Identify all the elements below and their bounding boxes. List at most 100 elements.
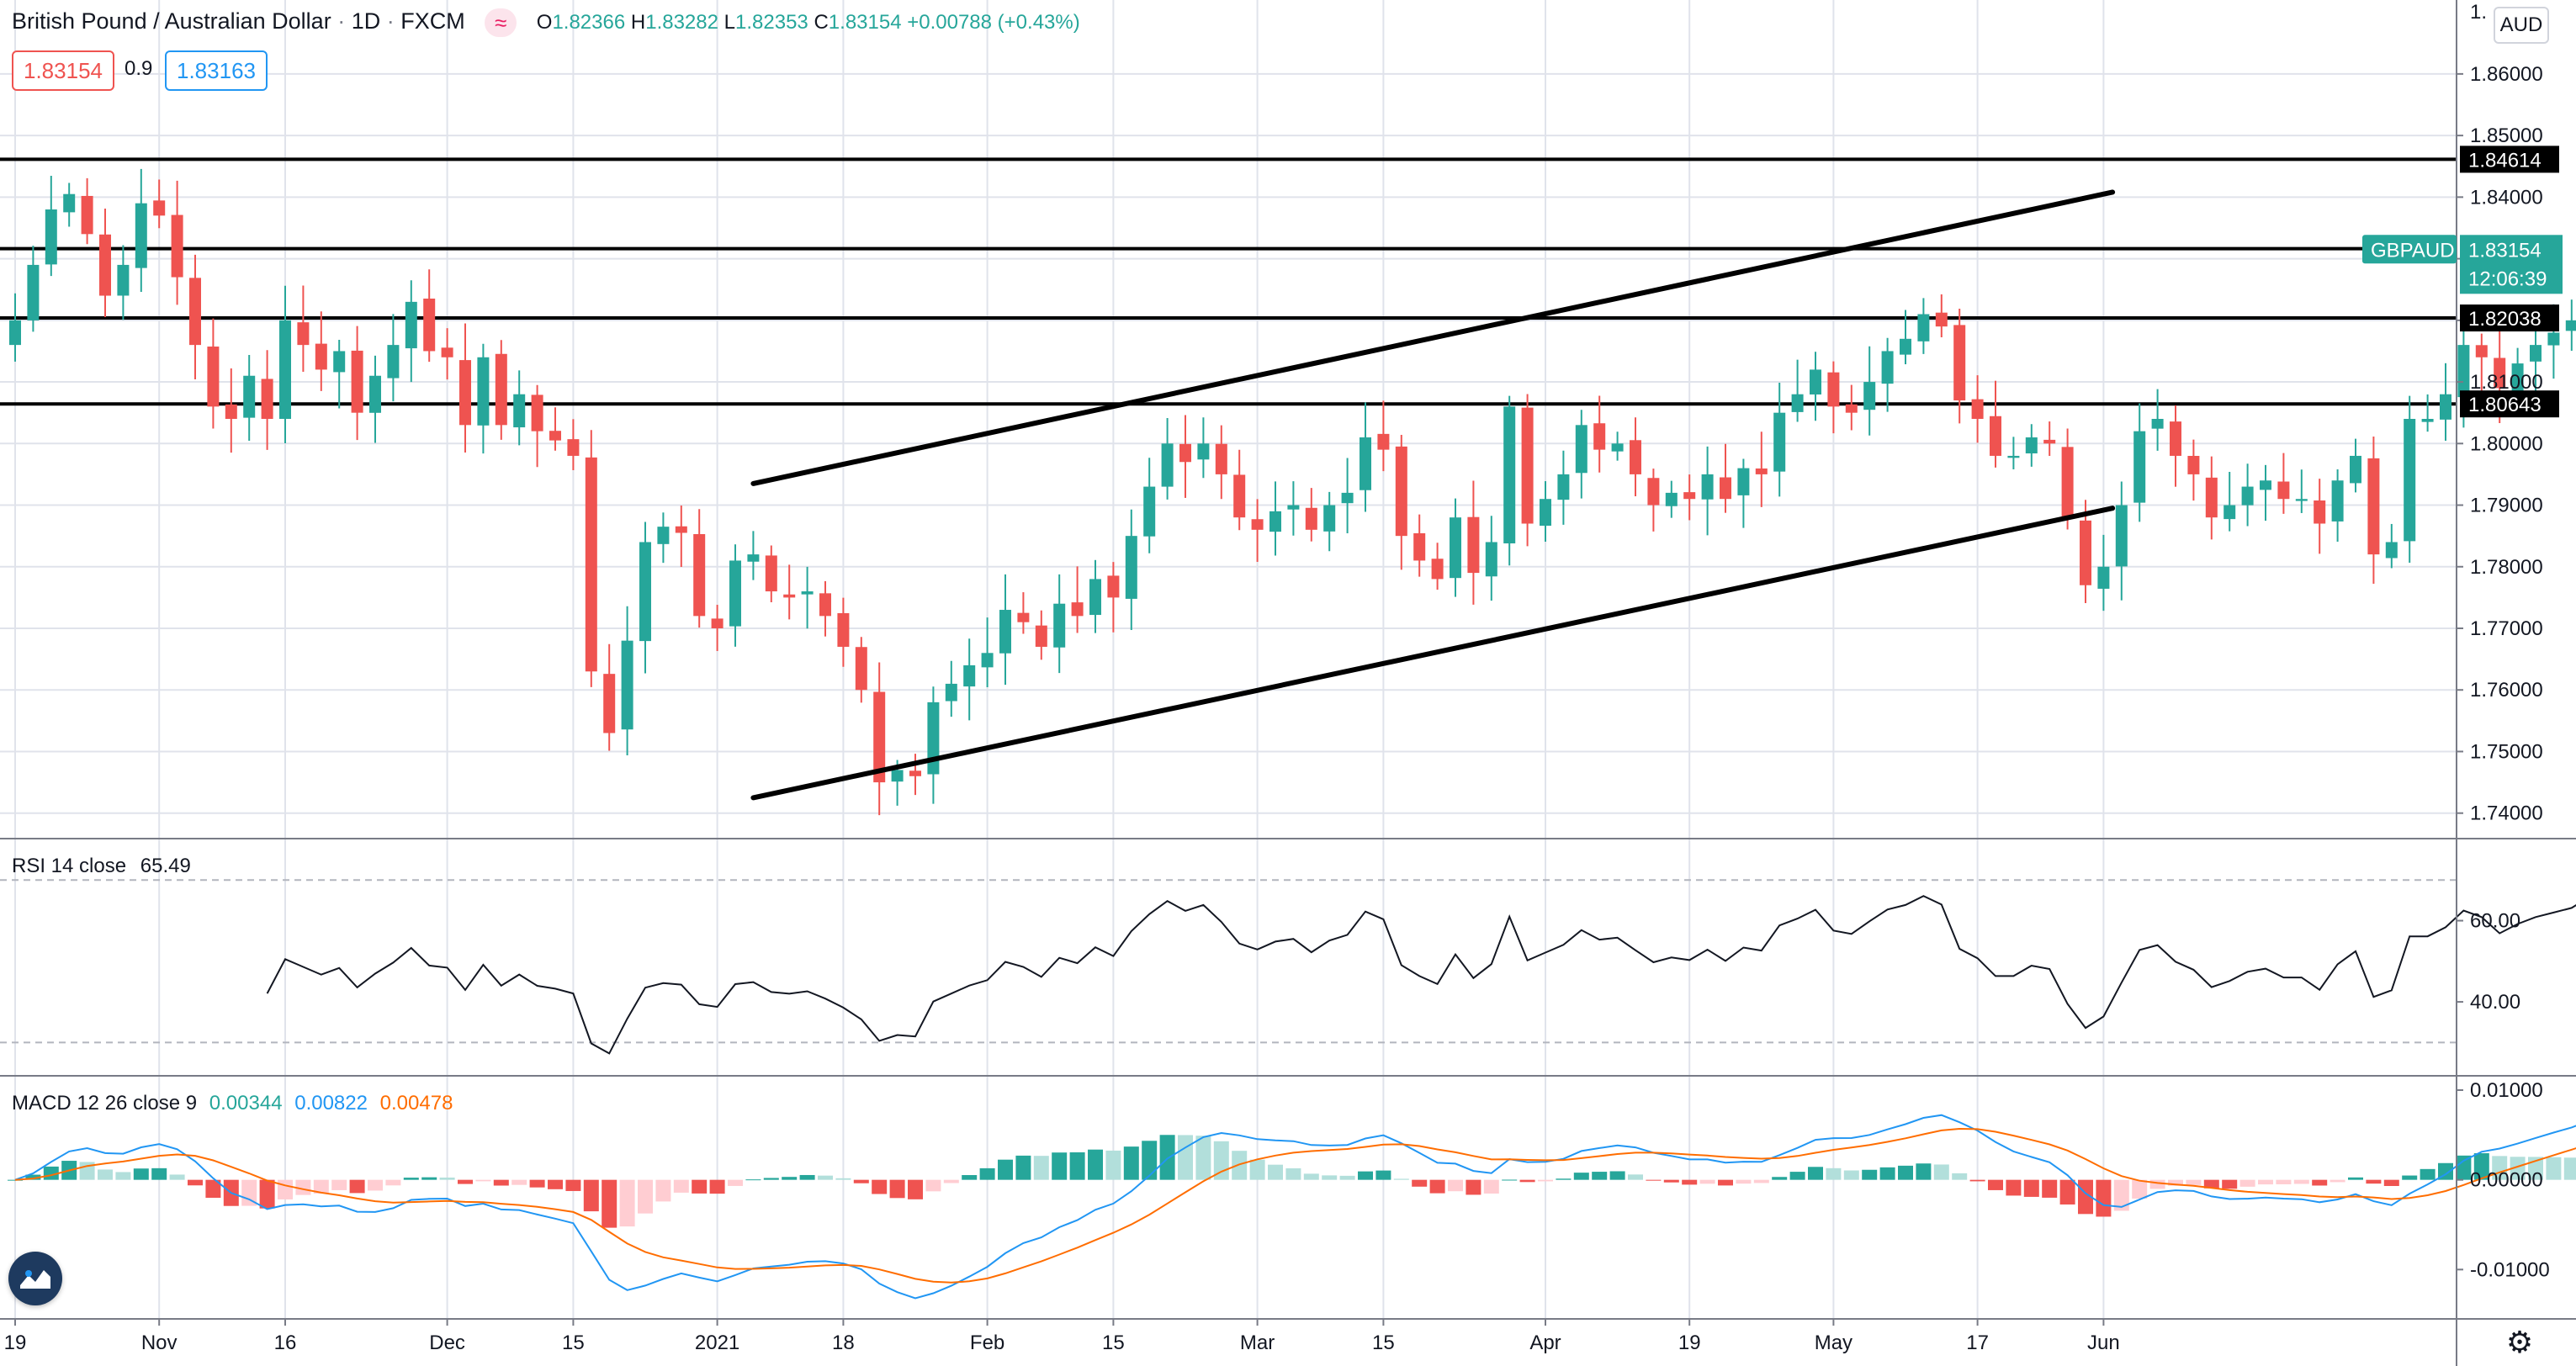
macd-histogram-bar: [1736, 1179, 1752, 1184]
macd-histogram-bar: [943, 1179, 959, 1183]
time-tick-label: 15: [1102, 1332, 1125, 1354]
macd-histogram-bar: [2456, 1155, 2472, 1180]
level-price-tag: [2460, 146, 2559, 173]
macd-histogram-bar: [349, 1179, 365, 1194]
price-tick-label: 1.86000: [2470, 63, 2543, 86]
macd-histogram-bar: [1393, 1178, 1409, 1180]
candle-body: [1881, 351, 1894, 384]
macd-histogram-bar: [2059, 1179, 2075, 1205]
macd-legend[interactable]: MACD 12 26 close 9 0.00344 0.00822 0.004…: [12, 1092, 453, 1115]
macd-histogram-bar: [2168, 1179, 2183, 1186]
candle-body: [315, 343, 327, 370]
exchange-label: FXCM: [400, 8, 465, 34]
signal-line: [14, 1127, 2576, 1284]
candle-body: [387, 345, 400, 379]
candle-body: [1197, 443, 1210, 460]
time-tick-label: Apr: [1529, 1332, 1561, 1354]
macd-histogram-bar: [1142, 1141, 1158, 1180]
candle-body: [81, 195, 93, 235]
price-tick-label: 1.79000: [2470, 495, 2543, 517]
rsi-legend[interactable]: RSI 14 close 65.49: [12, 855, 191, 878]
price-tick-label: 1.77000: [2470, 617, 2543, 640]
macd-histogram-bar: [962, 1175, 978, 1180]
macd-histogram-bar: [602, 1179, 617, 1228]
macd-histogram-bar: [133, 1168, 149, 1180]
candle-body: [153, 200, 166, 216]
low-label: L: [724, 11, 736, 34]
candle-body: [1485, 542, 1497, 577]
candle-body: [657, 527, 670, 544]
macd-histogram-bar: [98, 1169, 113, 1180]
candle-body: [2115, 505, 2128, 567]
symbol-title[interactable]: British Pound / Australian Dollar: [12, 8, 331, 34]
settings-gear-icon[interactable]: ⚙: [2505, 1325, 2534, 1359]
candle-body: [2314, 500, 2326, 524]
macd-histogram-bar: [1339, 1175, 1355, 1180]
buy-price-button[interactable]: 1.83163: [165, 50, 268, 91]
macd-histogram-bar: [1159, 1135, 1175, 1180]
candle-body: [243, 375, 256, 418]
sell-price-button[interactable]: 1.83154: [12, 50, 114, 91]
macd-histogram-bar: [1988, 1179, 2003, 1190]
candle-body: [2494, 357, 2506, 389]
macd-histogram-bar: [1483, 1179, 1499, 1194]
candle-body: [1647, 478, 1660, 506]
level-price-label: 1.80643: [2468, 394, 2542, 416]
candle-body: [99, 234, 111, 296]
price-axis[interactable]: 1.74000 1.75000 1.76000 1.77000 1.78000 1.790…: [2362, 1, 2563, 1281]
candle-body: [549, 431, 561, 441]
macd-histogram-bar: [1088, 1149, 1103, 1180]
candle-body: [2170, 421, 2181, 456]
macd-histogram-bar: [1232, 1151, 1248, 1180]
macd-line: [14, 1114, 2576, 1300]
macd-hist-value: 0.00344: [209, 1092, 283, 1115]
low-value: 1.82353: [735, 11, 808, 34]
macd-histogram-bar: [1538, 1179, 1553, 1182]
symbol-legend[interactable]: British Pound / Australian Dollar · 1D ·…: [12, 8, 1080, 37]
macd-histogram-bar: [799, 1174, 815, 1180]
macd-histogram-bar: [2366, 1179, 2382, 1184]
compare-icon[interactable]: ≈: [485, 8, 517, 37]
macd-histogram-bar: [278, 1179, 293, 1199]
macd-histogram-bar: [2113, 1179, 2129, 1211]
currency-badge[interactable]: AUD: [2494, 7, 2549, 44]
rsi-title: RSI 14 close: [12, 855, 127, 877]
macd-histogram-bar: [1772, 1177, 1788, 1180]
candle-body: [873, 691, 886, 783]
candle-body: [765, 555, 777, 592]
candle-body: [1143, 486, 1156, 537]
candle-body: [369, 375, 381, 413]
time-tick-label: 15: [1372, 1332, 1395, 1354]
macd-histogram-bar: [1105, 1150, 1121, 1180]
rsi-pane: [0, 879, 2576, 1055]
time-tick-label: Nov: [141, 1332, 178, 1354]
candle-body: [711, 618, 724, 628]
candle-body: [1431, 559, 1444, 580]
candle-body: [2097, 566, 2110, 589]
candle-body: [2475, 345, 2488, 357]
level-price-tag: [2460, 304, 2559, 332]
macd-histogram-bar: [439, 1177, 455, 1180]
candle-body: [279, 320, 291, 420]
candle-body: [1971, 399, 1984, 419]
macd-histogram-bar: [458, 1179, 473, 1184]
candle-body: [1341, 492, 1354, 504]
macd-histogram-bar: [511, 1179, 527, 1185]
candle-body: [117, 264, 130, 296]
last-price-tag: [2460, 235, 2563, 294]
macd-histogram-bar: [115, 1172, 131, 1180]
trend-lines[interactable]: [750, 189, 2116, 801]
time-tick-label: 18: [832, 1332, 855, 1354]
candle-body: [1900, 338, 1911, 355]
time-tick-label: 19: [4, 1332, 27, 1354]
macd-histogram-bar: [1718, 1179, 1733, 1186]
symbol-tag-label: GBPAUD: [2371, 239, 2455, 262]
interval-label[interactable]: 1D: [351, 8, 381, 34]
candlesticks: [9, 168, 2576, 816]
macd-histogram-bar: [1573, 1173, 1589, 1180]
time-axis[interactable]: 19 Nov 16 Dec 15 2021 18 Feb 15 Mar 15 Apr 19 May 17 Ju…: [4, 1319, 2120, 1354]
candle-body: [819, 593, 831, 617]
tradingview-logo-icon[interactable]: [8, 1252, 62, 1305]
candle-body: [135, 203, 147, 268]
